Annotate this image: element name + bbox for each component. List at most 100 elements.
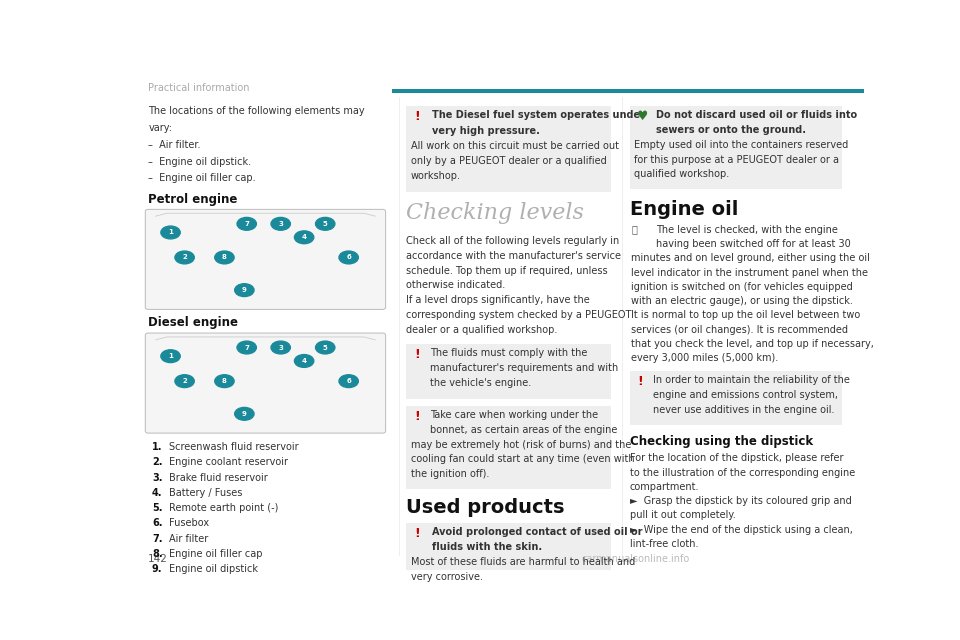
Text: accordance with the manufacturer's service: accordance with the manufacturer's servi… — [406, 251, 621, 260]
Text: If a level drops significantly, have the: If a level drops significantly, have the — [406, 295, 590, 305]
Text: Fusebox: Fusebox — [169, 518, 209, 529]
Text: having been switched off for at least 30: having been switched off for at least 30 — [657, 239, 852, 249]
Circle shape — [295, 231, 314, 244]
Text: 4.: 4. — [152, 488, 162, 498]
Text: engine and emissions control system,: engine and emissions control system, — [654, 390, 838, 400]
Text: 4: 4 — [301, 234, 306, 240]
FancyBboxPatch shape — [630, 371, 842, 425]
Text: 7.: 7. — [152, 534, 162, 543]
Text: 5: 5 — [323, 221, 327, 227]
Text: Check all of the following levels regularly in: Check all of the following levels regula… — [406, 236, 620, 246]
Circle shape — [237, 341, 256, 354]
Text: 4: 4 — [301, 358, 306, 364]
Text: schedule. Top them up if required, unless: schedule. Top them up if required, unles… — [406, 266, 608, 276]
Text: Remote earth point (-): Remote earth point (-) — [169, 503, 278, 513]
Circle shape — [175, 375, 194, 388]
FancyBboxPatch shape — [145, 209, 386, 309]
Text: ►  Wipe the end of the dipstick using a clean,: ► Wipe the end of the dipstick using a c… — [630, 525, 852, 535]
Circle shape — [234, 408, 254, 420]
Text: with an electric gauge), or using the dipstick.: with an electric gauge), or using the di… — [631, 296, 853, 306]
Text: Petrol engine: Petrol engine — [148, 193, 238, 205]
Text: otherwise indicated.: otherwise indicated. — [406, 280, 506, 291]
Text: All work on this circuit must be carried out: All work on this circuit must be carried… — [411, 141, 619, 151]
FancyBboxPatch shape — [630, 106, 842, 189]
Text: 6.: 6. — [152, 518, 162, 529]
Circle shape — [316, 341, 335, 354]
Text: Most of these fluids are harmful to health and: Most of these fluids are harmful to heal… — [411, 557, 636, 567]
Text: very corrosive.: very corrosive. — [411, 572, 483, 582]
Circle shape — [339, 251, 358, 264]
Text: corresponding system checked by a PEUGEOT: corresponding system checked by a PEUGEO… — [406, 310, 632, 320]
Text: Air filter: Air filter — [169, 534, 208, 543]
Text: Do not discard used oil or fluids into: Do not discard used oil or fluids into — [656, 110, 857, 120]
Circle shape — [215, 251, 234, 264]
Text: 3: 3 — [278, 344, 283, 351]
Circle shape — [316, 218, 335, 230]
Circle shape — [161, 350, 180, 363]
Text: every 3,000 miles (5,000 km).: every 3,000 miles (5,000 km). — [631, 353, 779, 364]
Text: Screenwash fluid reservoir: Screenwash fluid reservoir — [169, 442, 299, 452]
Circle shape — [271, 341, 290, 354]
Text: ►  Grasp the dipstick by its coloured grip and: ► Grasp the dipstick by its coloured gri… — [630, 496, 852, 506]
Circle shape — [175, 251, 194, 264]
Text: !: ! — [414, 110, 420, 124]
Text: 2: 2 — [182, 255, 187, 260]
FancyBboxPatch shape — [406, 344, 611, 399]
Circle shape — [237, 218, 256, 230]
Text: cooling fan could start at any time (even with: cooling fan could start at any time (eve… — [411, 454, 635, 464]
Text: !: ! — [637, 376, 643, 388]
Text: Practical information: Practical information — [148, 83, 250, 93]
FancyBboxPatch shape — [145, 333, 386, 433]
Text: 7: 7 — [244, 221, 250, 227]
Text: !: ! — [414, 410, 420, 423]
Circle shape — [339, 375, 358, 388]
Text: The level is checked, with the engine: The level is checked, with the engine — [657, 225, 838, 235]
Text: 9.: 9. — [152, 564, 162, 574]
Text: carmanualsonline.info: carmanualsonline.info — [581, 554, 689, 564]
Text: 142: 142 — [148, 554, 168, 564]
Text: Brake fluid reservoir: Brake fluid reservoir — [169, 472, 268, 483]
Text: –  Engine oil filler cap.: – Engine oil filler cap. — [148, 173, 256, 184]
Text: sewers or onto the ground.: sewers or onto the ground. — [656, 125, 805, 135]
Text: –  Engine oil dipstick.: – Engine oil dipstick. — [148, 157, 252, 166]
Text: compartment.: compartment. — [630, 482, 699, 492]
FancyBboxPatch shape — [406, 406, 611, 489]
Text: 1.: 1. — [152, 442, 162, 452]
Text: Checking using the dipstick: Checking using the dipstick — [630, 435, 813, 447]
Text: It is normal to top up the oil level between two: It is normal to top up the oil level bet… — [631, 310, 860, 321]
Circle shape — [234, 284, 254, 296]
Text: to the illustration of the corresponding engine: to the illustration of the corresponding… — [630, 468, 855, 477]
Text: 9: 9 — [242, 411, 247, 417]
Text: that you check the level, and top up if necessary,: that you check the level, and top up if … — [631, 339, 874, 349]
Text: –  Air filter.: – Air filter. — [148, 140, 201, 150]
Text: 1: 1 — [168, 353, 173, 359]
FancyBboxPatch shape — [406, 106, 611, 191]
Text: services (or oil changes). It is recommended: services (or oil changes). It is recomme… — [631, 324, 848, 335]
Circle shape — [215, 375, 234, 388]
Text: never use additives in the engine oil.: never use additives in the engine oil. — [654, 405, 835, 415]
Text: 3.: 3. — [152, 472, 162, 483]
Text: may be extremely hot (risk of burns) and the: may be extremely hot (risk of burns) and… — [411, 440, 632, 449]
Text: minutes and on level ground, either using the oil: minutes and on level ground, either usin… — [631, 253, 870, 263]
Text: for this purpose at a PEUGEOT dealer or a: for this purpose at a PEUGEOT dealer or … — [635, 155, 839, 164]
Text: ignition is switched on (for vehicles equipped: ignition is switched on (for vehicles eq… — [631, 282, 852, 292]
Text: Avoid prolonged contact of used oil or: Avoid prolonged contact of used oil or — [432, 527, 643, 537]
Text: 6: 6 — [347, 378, 351, 384]
Text: 6: 6 — [347, 255, 351, 260]
Text: the ignition off).: the ignition off). — [411, 469, 490, 479]
Bar — [392, 88, 864, 93]
Text: dealer or a qualified workshop.: dealer or a qualified workshop. — [406, 324, 558, 335]
Text: qualified workshop.: qualified workshop. — [635, 170, 730, 179]
Text: 7: 7 — [244, 344, 250, 351]
Text: manufacturer's requirements and with: manufacturer's requirements and with — [430, 363, 618, 373]
Text: Engine oil: Engine oil — [630, 200, 738, 219]
Text: Checking levels: Checking levels — [406, 202, 585, 225]
Text: 3: 3 — [278, 221, 283, 227]
Text: bonnet, as certain areas of the engine: bonnet, as certain areas of the engine — [430, 425, 617, 435]
Text: vary:: vary: — [148, 123, 172, 133]
Text: For the location of the dipstick, please refer: For the location of the dipstick, please… — [630, 453, 843, 463]
Text: 5: 5 — [323, 344, 327, 351]
Text: 2.: 2. — [152, 457, 162, 467]
Text: 8: 8 — [222, 378, 227, 384]
Text: pull it out completely.: pull it out completely. — [630, 511, 735, 520]
